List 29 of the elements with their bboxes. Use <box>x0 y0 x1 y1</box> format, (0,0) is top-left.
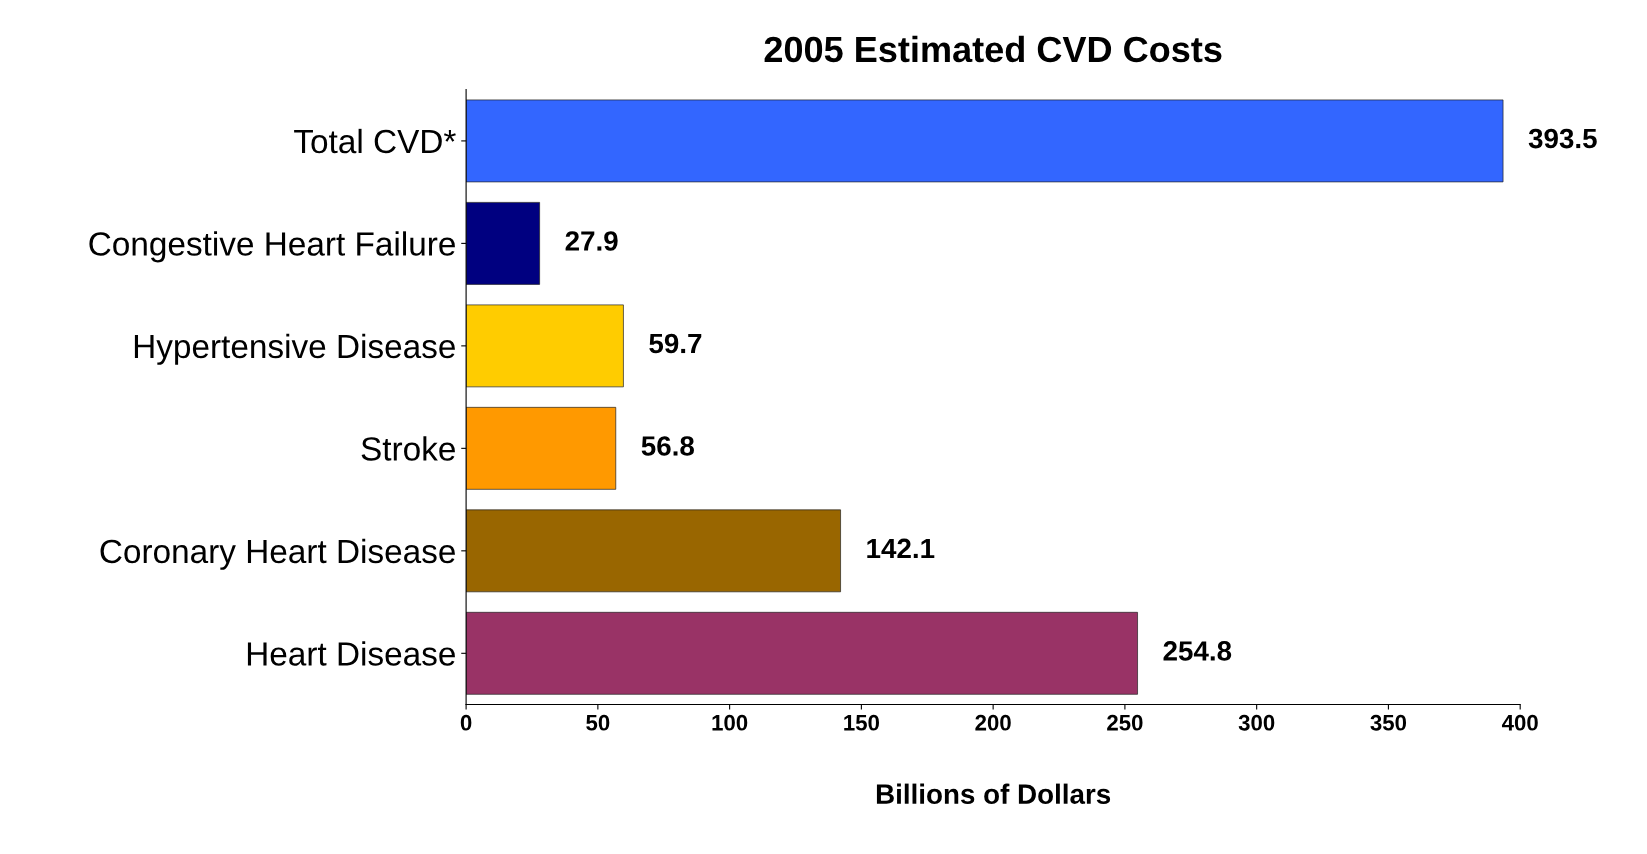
y-tick-label: Congestive Heart Failure <box>89 231 455 263</box>
bar <box>466 611 1138 695</box>
x-tick-label: 350 <box>1370 714 1407 731</box>
y-tick-label: Hypertensive Disease <box>134 333 455 365</box>
x-tick-label: 400 <box>1501 714 1538 731</box>
data-label: 142.1 <box>867 538 935 559</box>
data-label: 59.7 <box>649 333 702 354</box>
bar <box>466 99 1504 183</box>
data-label: 393.5 <box>1528 128 1597 149</box>
bar <box>466 304 624 388</box>
y-tick-label: Heart Disease <box>247 641 455 666</box>
x-tick-label: 100 <box>712 714 748 731</box>
x-tick-label: 150 <box>844 714 880 731</box>
bar <box>466 407 617 490</box>
x-tick-label: 50 <box>586 714 610 731</box>
data-label: 27.9 <box>565 231 618 251</box>
bar <box>466 202 540 285</box>
data-label: 56.8 <box>641 436 694 456</box>
x-tick-label: 0 <box>460 714 472 731</box>
x-tick-label: 300 <box>1238 714 1275 731</box>
data-label: 254.8 <box>1163 641 1232 661</box>
x-axis-title: Billions of Dollars <box>876 783 1111 804</box>
y-tick-label: Coronary Heart Disease <box>100 538 455 570</box>
x-tick-label: 250 <box>1107 714 1143 731</box>
bar <box>466 509 841 593</box>
y-tick-label: Total CVD* <box>294 128 456 154</box>
chart-title: 2005 Estimated CVD Costs <box>764 35 1222 63</box>
y-tick-label: Stroke <box>361 436 455 461</box>
x-tick-label: 200 <box>975 714 1011 731</box>
